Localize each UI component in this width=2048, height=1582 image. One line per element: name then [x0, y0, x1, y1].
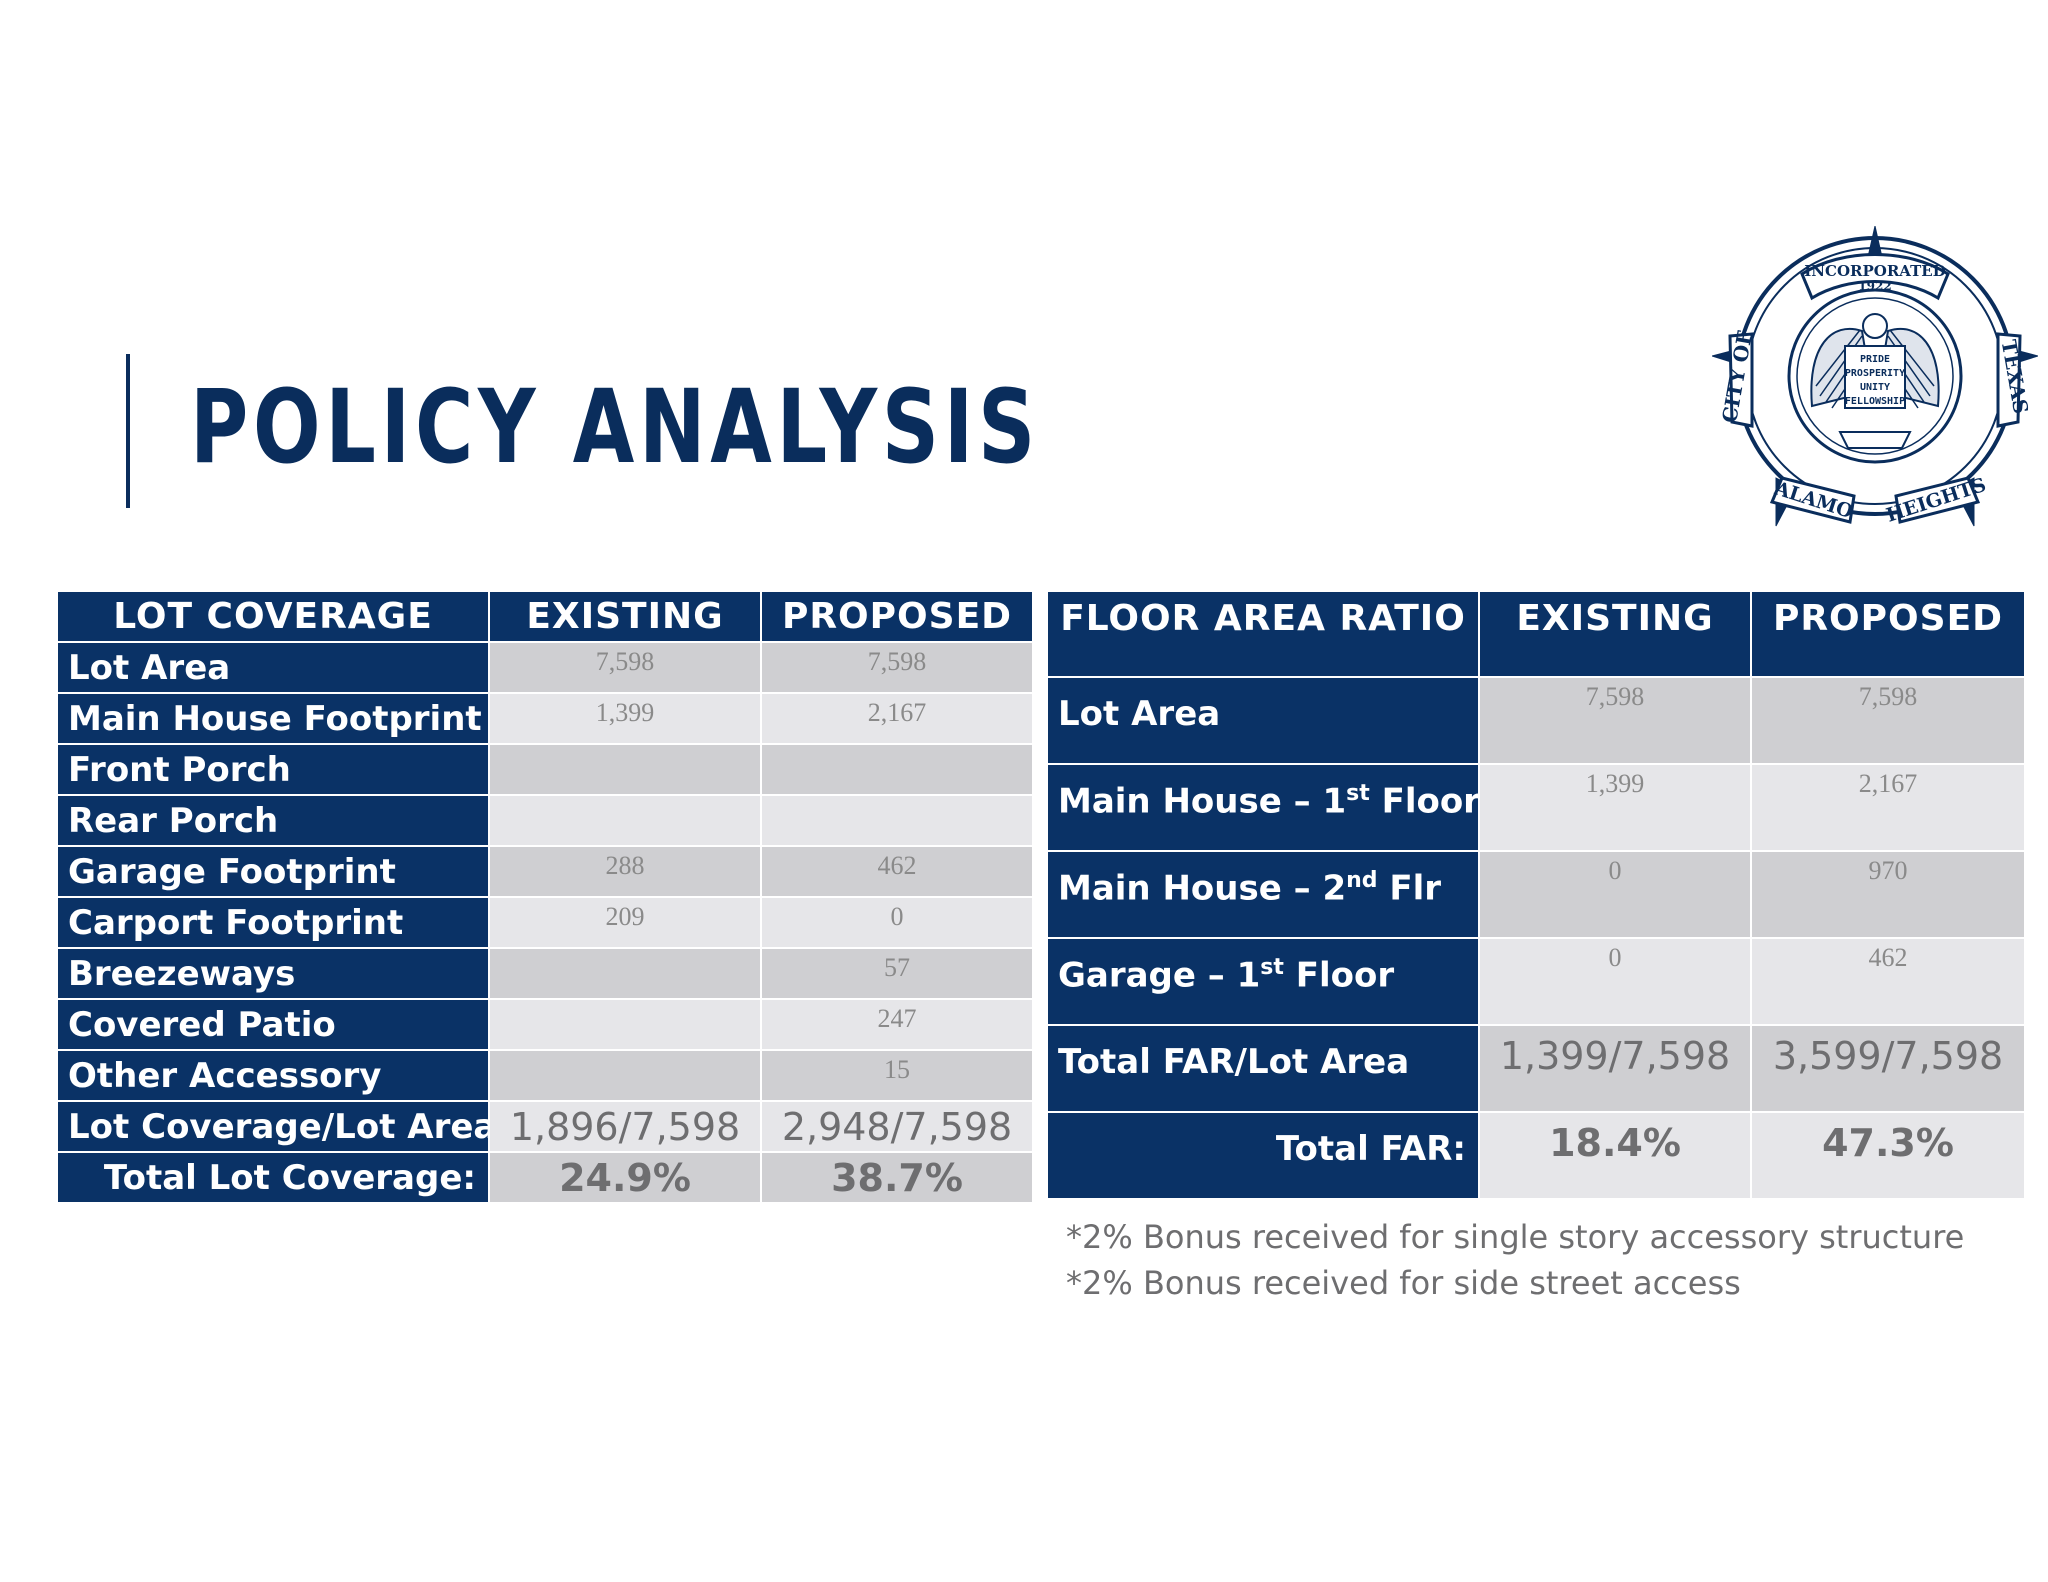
footnotes: *2% Bonus received for single story acce…: [1066, 1214, 1964, 1306]
row-label: Total FAR/Lot Area: [1046, 1024, 1480, 1113]
proposed-value: [760, 794, 1034, 847]
proposed-value: 7,598: [760, 641, 1034, 694]
proposed-value: 462: [760, 845, 1034, 898]
existing-value: [488, 998, 762, 1051]
table-row: Lot Area 7,598 7,598: [1046, 676, 2026, 765]
existing-value: [488, 947, 762, 1000]
proposed-value: 47.3%: [1750, 1111, 2026, 1200]
row-label: Covered Patio: [56, 998, 490, 1051]
row-label: Main House – 1st Floor: [1046, 763, 1480, 852]
existing-value: 24.9%: [488, 1151, 762, 1204]
svg-text:UNITY: UNITY: [1860, 382, 1890, 393]
proposed-value: 15: [760, 1049, 1034, 1102]
footnote: *2% Bonus received for single story acce…: [1066, 1218, 1965, 1256]
total-far-label: Total FAR:: [1046, 1111, 1480, 1200]
proposed-value: 970: [1750, 850, 2026, 939]
table-row: Total FAR: 18.4% 47.3%: [1046, 1111, 2026, 1200]
table-row: Covered Patio 247: [56, 998, 1034, 1051]
title-accent-bar: [126, 354, 130, 508]
existing-value: 0: [1478, 850, 1752, 939]
existing-value: 1,399: [488, 692, 762, 745]
row-label: Garage – 1st Floor: [1046, 937, 1480, 1026]
existing-header: EXISTING: [488, 590, 762, 643]
row-label: Front Porch: [56, 743, 490, 796]
table-row: Garage Footprint 288 462: [56, 845, 1034, 898]
existing-value: 7,598: [1478, 676, 1752, 765]
proposed-value: 247: [760, 998, 1034, 1051]
table-row: Lot Coverage/Lot Area 1,896/7,598 2,948/…: [56, 1100, 1034, 1153]
proposed-value: 57: [760, 947, 1034, 1000]
row-label: Rear Porch: [56, 794, 490, 847]
proposed-value: 462: [1750, 937, 2026, 1026]
svg-text:ALAMO: ALAMO: [1771, 477, 1855, 523]
table-row: Lot Area 7,598 7,598: [56, 641, 1034, 694]
table-row: Rear Porch: [56, 794, 1034, 847]
row-label: Main House Footprint: [56, 692, 490, 745]
table-header-row: LOT COVERAGE EXISTING PROPOSED: [56, 590, 1034, 643]
row-label: Carport Footprint: [56, 896, 490, 949]
row-label: Other Accessory: [56, 1049, 490, 1102]
proposed-value: 3,599/7,598: [1750, 1024, 2026, 1113]
svg-text:PROSPERITY: PROSPERITY: [1845, 368, 1905, 379]
table-row: Other Accessory 15: [56, 1049, 1034, 1102]
table-row: Front Porch: [56, 743, 1034, 796]
page-title: POLICY ANALYSIS: [190, 368, 1040, 487]
table-row: Total FAR/Lot Area 1,399/7,598 3,599/7,5…: [1046, 1024, 2026, 1113]
existing-value: 0: [1478, 937, 1752, 1026]
table-row: Breezeways 57: [56, 947, 1034, 1000]
svg-text:FELLOWSHIP: FELLOWSHIP: [1845, 396, 1905, 407]
footnote: *2% Bonus received for side street acces…: [1066, 1264, 1741, 1302]
existing-value: 1,896/7,598: [488, 1100, 762, 1153]
svg-text:INCORPORATED: INCORPORATED: [1804, 262, 1945, 280]
total-lot-coverage-label: Total Lot Coverage:: [56, 1151, 490, 1204]
row-label: Garage Footprint: [56, 845, 490, 898]
lot-coverage-table: LOT COVERAGE EXISTING PROPOSED Lot Area …: [56, 590, 1034, 1204]
table-row: Main House – 2nd Flr 0 970: [1046, 850, 2026, 939]
table-row: Main House Footprint 1,399 2,167: [56, 692, 1034, 745]
existing-value: [488, 743, 762, 796]
table-row: Total Lot Coverage: 24.9% 38.7%: [56, 1151, 1034, 1204]
existing-value: [488, 1049, 762, 1102]
proposed-value: 0: [760, 896, 1034, 949]
existing-value: 1,399/7,598: [1478, 1024, 1752, 1113]
proposed-header: PROPOSED: [760, 590, 1034, 643]
row-label: Lot Area: [1046, 676, 1480, 765]
proposed-header: PROPOSED: [1750, 590, 2026, 678]
city-seal-logo: INCORPORATED 1922 CITY OF TEXAS ALAMO HE…: [1712, 226, 2038, 527]
proposed-value: 2,167: [1750, 763, 2026, 852]
existing-header: EXISTING: [1478, 590, 1752, 678]
table-header-row: FLOOR AREA RATIO EXISTING PROPOSED: [1046, 590, 2026, 678]
lot-coverage-header: LOT COVERAGE: [56, 590, 490, 643]
existing-value: 1,399: [1478, 763, 1752, 852]
existing-value: 7,598: [488, 641, 762, 694]
row-label: Lot Area: [56, 641, 490, 694]
svg-text:PRIDE: PRIDE: [1860, 354, 1890, 365]
proposed-value: 2,167: [760, 692, 1034, 745]
proposed-value: 2,948/7,598: [760, 1100, 1034, 1153]
floor-area-ratio-header: FLOOR AREA RATIO: [1046, 590, 1480, 678]
proposed-value: [760, 743, 1034, 796]
existing-value: 288: [488, 845, 762, 898]
existing-value: 18.4%: [1478, 1111, 1752, 1200]
svg-text:1922: 1922: [1858, 279, 1891, 293]
floor-area-ratio-table: FLOOR AREA RATIO EXISTING PROPOSED Lot A…: [1046, 590, 2026, 1200]
row-label: Breezeways: [56, 947, 490, 1000]
proposed-value: 7,598: [1750, 676, 2026, 765]
table-row: Garage – 1st Floor 0 462: [1046, 937, 2026, 1026]
table-row: Carport Footprint 209 0: [56, 896, 1034, 949]
proposed-value: 38.7%: [760, 1151, 1034, 1204]
existing-value: [488, 794, 762, 847]
existing-value: 209: [488, 896, 762, 949]
row-label: Main House – 2nd Flr: [1046, 850, 1480, 939]
row-label: Lot Coverage/Lot Area: [56, 1100, 490, 1153]
table-row: Main House – 1st Floor 1,399 2,167: [1046, 763, 2026, 852]
